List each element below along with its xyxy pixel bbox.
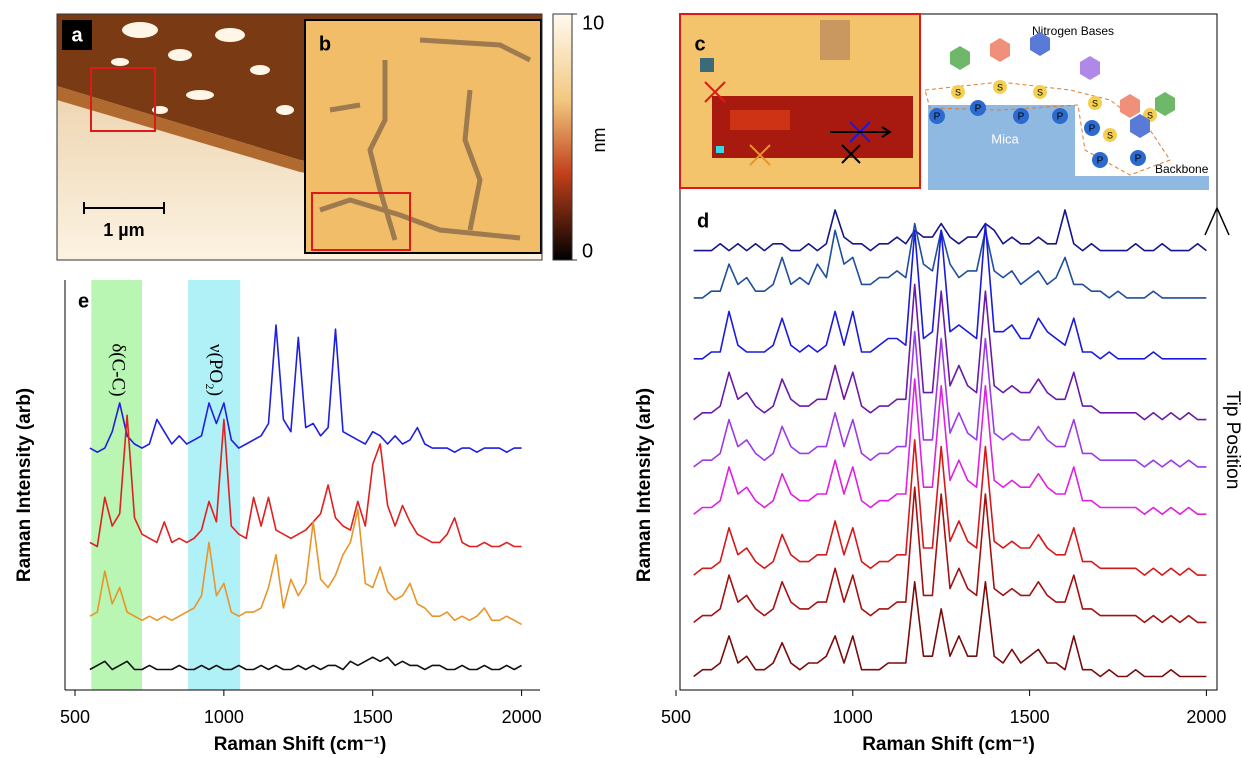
x-tick-label: 1000 [833,707,873,727]
page: a 1 µm b nm 0 10 δ(C-C) ν(PO₂) 500 1000 1500 20… [0,0,1242,758]
glyph: P [1057,112,1064,123]
band [91,280,142,690]
x-tick-label: 500 [60,707,90,727]
spectrum-line [694,284,1207,419]
panel-label: d [697,210,709,232]
spectrum-line [694,224,1207,298]
glyph: S [1092,98,1098,108]
band [188,280,240,690]
x-tick-label: 500 [661,707,691,727]
glyph: P [934,112,941,123]
spectrum-line [694,379,1207,514]
glyph: P [1135,154,1142,165]
spectrum-line [90,415,522,546]
glyph: S [1107,130,1113,140]
inset: c Mica Nitrogen Bases Backbone P P P P P… [680,14,1209,190]
y-axis-label: Raman Intensity (arb) [634,388,655,582]
spectrum-line [694,210,1207,251]
spectrum-line [90,657,522,669]
scale-bar-label: 1 µm [103,220,144,240]
x-tick-label: 2000 [1186,707,1226,727]
figure: a 1 µm b nm 0 10 δ(C-C) ν(PO₂) 500 1000 1500 20… [0,0,1242,758]
glyph: S [997,82,1003,92]
afm-image: a 1 µm b [57,14,542,260]
pixel [716,146,724,153]
colorbar [553,14,572,260]
pixel [730,110,790,130]
panel-label: a [71,24,83,46]
pixel [820,20,850,60]
x-tick-label: 1500 [353,707,393,727]
colorbar-tick-label: 10 [582,12,604,34]
x-tick-label: 1500 [1010,707,1050,727]
side-label: Tip Position [1222,391,1242,490]
spectrum-line [694,332,1207,467]
band-label: δ(C-C) [107,343,128,396]
pixel [700,58,714,72]
panel-label: b [319,33,331,55]
glyph: P [1018,112,1025,123]
glyph: P [975,104,982,115]
spectrum-line [694,224,1207,359]
x-axis-label: Raman Shift (cm⁻¹) [214,734,387,755]
x-tick-label: 2000 [502,707,542,727]
panel-label: e [78,290,89,312]
x-axis-label: Raman Shift (cm⁻¹) [862,734,1035,755]
spectrum-line [694,582,1207,677]
mica-label: Mica [991,131,1019,146]
spectrum-line [90,325,522,452]
zoom-image [305,20,541,253]
glyph: P [1097,156,1104,167]
y-axis-label: Raman Intensity (arb) [14,388,35,582]
glyph: P [1089,124,1096,135]
backbone-label: Backbone [1155,162,1209,176]
glyph: S [1037,87,1043,97]
panel-label: c [694,33,705,55]
band-label: ν(PO₂) [205,344,226,396]
glyph: S [955,87,961,97]
colorbar-tick-label: 0 [582,240,593,262]
mica-step [1075,176,1209,190]
x-tick-label: 1000 [204,707,244,727]
colorbar-label: nm [589,127,609,152]
